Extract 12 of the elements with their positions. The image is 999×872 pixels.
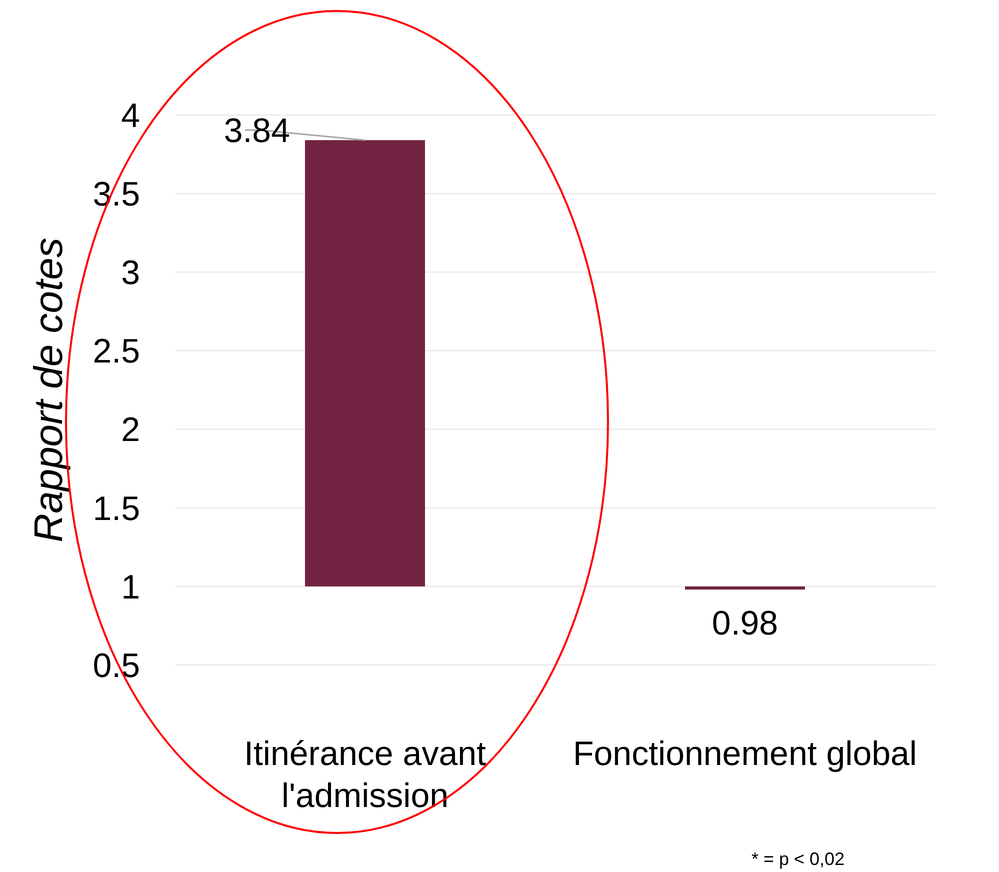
x-tick-label: Fonctionnement global	[572, 735, 918, 773]
y-tick-label: 1	[121, 568, 140, 606]
y-axis-title: Rapport de cotes	[27, 238, 71, 542]
data-label: 0.98	[712, 604, 778, 643]
y-tick-label: 2	[121, 411, 140, 450]
y-tick-label: 2.5	[92, 332, 140, 371]
data-label: 3.84	[224, 112, 290, 150]
y-tick-label: 3	[121, 254, 140, 292]
text: * = p < 0,02	[751, 849, 845, 869]
y-tick-label: 4	[121, 96, 140, 135]
x-tick-label: Itinérance avant l'admission	[244, 735, 487, 815]
y-tick-label: 1.5	[92, 490, 140, 528]
